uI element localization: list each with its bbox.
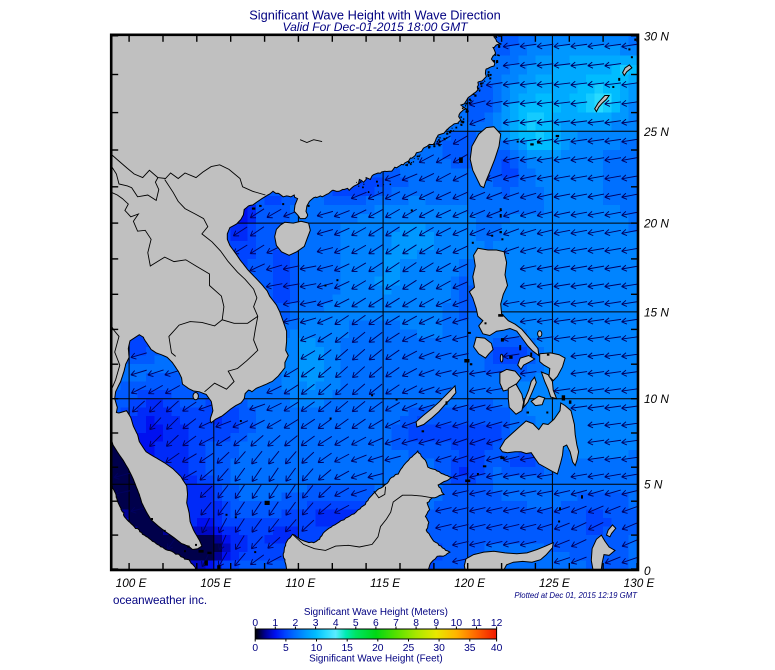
svg-text:130 E: 130 E (624, 576, 655, 590)
svg-text:120 E: 120 E (454, 576, 485, 590)
svg-text:Significant Wave Height (Meter: Significant Wave Height (Meters) (304, 607, 448, 618)
svg-text:0: 0 (644, 564, 651, 578)
svg-text:40: 40 (491, 643, 503, 654)
svg-text:Plotted at Dec 01, 2015 12:19: Plotted at Dec 01, 2015 12:19 GMT (514, 591, 638, 600)
svg-text:20: 20 (372, 643, 384, 654)
svg-text:7: 7 (393, 618, 399, 629)
svg-text:25 N: 25 N (643, 125, 669, 139)
svg-text:20 N: 20 N (643, 217, 669, 231)
svg-text:oceanweather inc.: oceanweather inc. (113, 594, 207, 607)
svg-text:10 N: 10 N (644, 392, 669, 406)
svg-text:115 E: 115 E (370, 576, 400, 590)
svg-text:35: 35 (464, 643, 476, 654)
svg-text:30 N: 30 N (644, 29, 669, 43)
svg-text:30: 30 (433, 643, 445, 654)
svg-text:125 E: 125 E (539, 576, 570, 590)
svg-text:9: 9 (433, 618, 439, 629)
svg-text:10: 10 (311, 643, 323, 654)
svg-text:110 E: 110 E (285, 576, 315, 590)
svg-text:100 E: 100 E (116, 576, 147, 590)
svg-text:5 N: 5 N (644, 478, 663, 492)
svg-text:8: 8 (413, 618, 419, 629)
svg-text:11: 11 (471, 618, 482, 629)
svg-text:25: 25 (403, 643, 415, 654)
svg-text:4: 4 (333, 618, 339, 629)
svg-text:Significant Wave Height (Feet): Significant Wave Height (Feet) (309, 654, 443, 665)
svg-text:12: 12 (491, 618, 503, 629)
svg-text:15 N: 15 N (644, 305, 669, 319)
svg-text:2: 2 (293, 618, 299, 629)
svg-text:6: 6 (373, 618, 379, 629)
svg-text:10: 10 (451, 618, 463, 629)
svg-text:0: 0 (252, 618, 258, 629)
svg-text:5: 5 (353, 618, 359, 629)
svg-text:15: 15 (341, 643, 353, 654)
svg-text:105 E: 105 E (200, 576, 231, 590)
svg-text:1: 1 (272, 618, 278, 629)
svg-text:3: 3 (313, 618, 319, 629)
svg-text:5: 5 (283, 643, 289, 654)
svg-text:Valid For Dec-01-2015 18:00 GM: Valid For Dec-01-2015 18:00 GMT (282, 20, 469, 34)
svg-text:0: 0 (252, 643, 258, 654)
svg-text:Significant Wave Height with W: Significant Wave Height with Wave Direct… (249, 8, 501, 23)
